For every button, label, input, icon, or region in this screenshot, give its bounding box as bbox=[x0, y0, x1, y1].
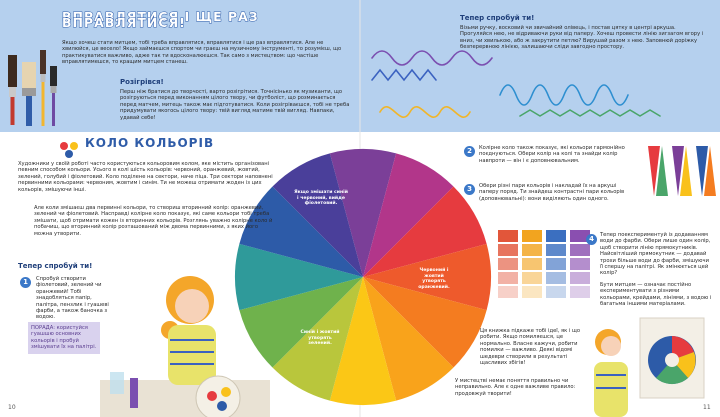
swatch bbox=[498, 230, 518, 242]
swatch bbox=[546, 230, 566, 242]
scribbles bbox=[371, 50, 661, 118]
swatch bbox=[522, 272, 542, 284]
page-number: 10 bbox=[8, 404, 16, 411]
swatch bbox=[522, 230, 542, 242]
intro-text: Якщо хочеш стати митцем, тобі треба впра… bbox=[62, 40, 342, 66]
wheel-segment bbox=[363, 186, 487, 277]
step-number: 4 bbox=[586, 234, 597, 245]
swatch bbox=[546, 258, 566, 270]
page-number: 11 bbox=[703, 404, 711, 411]
wheel-segment bbox=[363, 243, 491, 311]
wheel-segment bbox=[329, 149, 397, 277]
wheel-label: Синій і жовтий утворять зелений. bbox=[300, 330, 340, 347]
wheel-segment bbox=[363, 277, 454, 401]
wheel-segment bbox=[239, 277, 363, 368]
swatch bbox=[546, 272, 566, 284]
swatch bbox=[522, 286, 542, 298]
complementary-triangles bbox=[648, 146, 716, 196]
section-title: КОЛО КОЛЬОРІВ bbox=[85, 136, 215, 150]
swatch bbox=[570, 244, 590, 256]
swatch bbox=[570, 272, 590, 284]
swatch bbox=[546, 286, 566, 298]
swatch bbox=[570, 286, 590, 298]
try-heading: Тепер спробуй ти! bbox=[460, 14, 535, 22]
swatch bbox=[498, 272, 518, 284]
girl-illustration bbox=[100, 276, 270, 417]
step-text: Обери різні пари кольорів і накладай їх … bbox=[479, 183, 625, 202]
step-text: Тепер поекспериментуй із додаванням води… bbox=[600, 232, 711, 277]
swatch bbox=[498, 286, 518, 298]
warmup-heading: Розігрівся! bbox=[120, 78, 164, 86]
color-wheel bbox=[235, 149, 491, 405]
artist-note: Бути митцем — означає постійно експериме… bbox=[600, 282, 712, 308]
brushes bbox=[8, 50, 57, 126]
swatch bbox=[546, 244, 566, 256]
wheel-segment bbox=[363, 277, 487, 368]
swatch bbox=[522, 258, 542, 270]
section-paragraph: Але коли змішаєш два первинні кольори, т… bbox=[34, 205, 273, 237]
book-note: Ця книжка підкаже тобі ідеї, як і що роб… bbox=[480, 328, 581, 367]
girl-right-illustration bbox=[594, 317, 705, 417]
step-text: Спробуй створити фіолетовий, зелений чи … bbox=[36, 276, 109, 321]
wheel-label: Якщо змішати синій і червоний, вийде фіо… bbox=[294, 190, 348, 207]
swatches bbox=[498, 230, 590, 298]
closing-text: У мистецтві немає поняття правильно чи н… bbox=[455, 378, 576, 397]
step-number: 1 bbox=[20, 277, 31, 288]
wheel-segment bbox=[363, 153, 454, 277]
try-text: Візьми ручку, восковий чи звичайний олів… bbox=[460, 25, 704, 51]
step-number: 2 bbox=[464, 146, 475, 157]
wheel-segment bbox=[272, 153, 363, 277]
warmup-text: Перш ніж братися до творчості, варто роз… bbox=[120, 89, 350, 121]
tip-box: ПОРАДА: користуйся гуашшю основних кольо… bbox=[28, 322, 100, 354]
page-title: ВПРАВЛЯТИСЯ І ЩЕ РАЗ ВПРАВЛЯТИСЯ! bbox=[62, 9, 259, 31]
step-text: Колірне коло також показує, які кольори … bbox=[479, 145, 625, 164]
swatch bbox=[498, 244, 518, 256]
wheel-label: Червоний і жовтий утворять оранжевий. bbox=[418, 268, 450, 290]
swatch bbox=[498, 258, 518, 270]
section-paragraph: Художники у своїй роботі часто користуют… bbox=[18, 161, 273, 193]
step-number: 3 bbox=[464, 184, 475, 195]
try-heading: Тепер спробуй ти! bbox=[18, 262, 93, 270]
palette-dots bbox=[60, 142, 78, 158]
swatch bbox=[570, 258, 590, 270]
wheel-segment bbox=[329, 277, 397, 405]
wheel-segment bbox=[235, 243, 363, 311]
swatch bbox=[570, 230, 590, 242]
wheel-segment bbox=[272, 277, 363, 401]
wheel-segment bbox=[239, 186, 363, 277]
swatch bbox=[522, 244, 542, 256]
